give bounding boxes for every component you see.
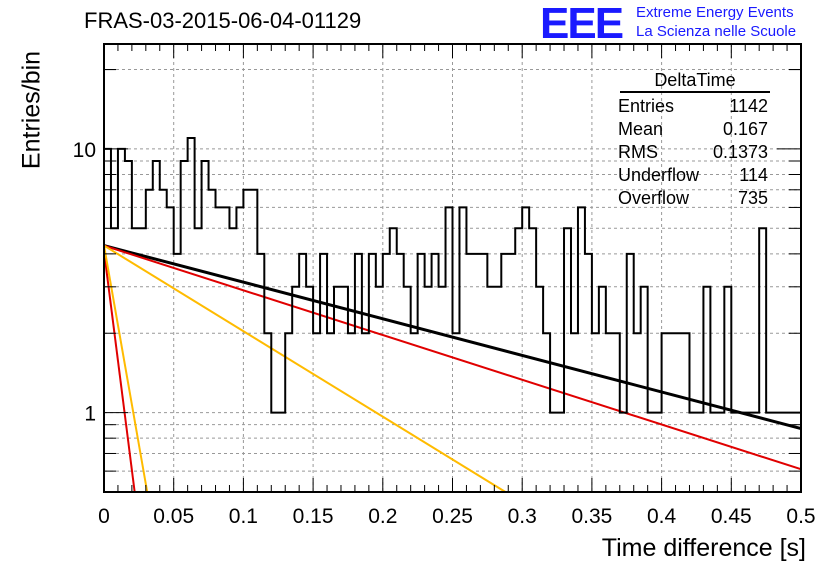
- x-tick-label: 0.35: [571, 505, 612, 528]
- axis-ticks: [103, 44, 802, 493]
- fit-curve-black: [103, 244, 802, 431]
- axis-tick-labels: 0 0.05 0.1 0.15 0.2 0.25 0.3 0.35 0.4 0.45 0.5 1 10: [73, 139, 816, 528]
- x-tick-label: 0.2: [368, 505, 397, 528]
- fit-curve-red-steep: [103, 250, 136, 493]
- stats-row-overflow: Overflow 735: [610, 187, 778, 210]
- logo-line-1: Extreme Energy Events: [636, 4, 794, 21]
- x-tick-label: 0.15: [293, 505, 334, 528]
- stats-label: Overflow: [618, 188, 690, 208]
- x-tick-label: 0.5: [786, 505, 815, 528]
- stats-row-underflow: Underflow 114: [610, 164, 778, 187]
- stats-box: DeltaTime Entries 1142 Mean 0.167 RMS 0.137…: [610, 70, 778, 210]
- stats-value: 735: [737, 188, 768, 208]
- chart-title: FRAS-03-2015-06-04-01129: [84, 8, 362, 33]
- logo-line-2: La Scienza nelle Scuole: [636, 23, 797, 40]
- stats-label: Underflow: [618, 165, 700, 185]
- x-tick-label: 0.1: [229, 505, 258, 528]
- stats-value: 0.1373: [712, 142, 768, 162]
- stats-label: RMS: [618, 142, 658, 162]
- stats-label: Mean: [618, 119, 664, 139]
- fit-curve-red: [103, 244, 802, 471]
- y-axis-label: Entries/bin: [17, 50, 46, 170]
- stats-title: DeltaTime: [620, 70, 770, 93]
- x-tick-label: 0.25: [432, 505, 473, 528]
- stats-row-mean: Mean 0.167: [610, 118, 778, 141]
- fit-curve-orange-steep: [103, 245, 149, 493]
- stats-label: Entries: [618, 96, 675, 116]
- x-tick-label: 0.4: [647, 505, 677, 528]
- fit-curve-orange: [103, 244, 506, 493]
- stats-row-entries: Entries 1142: [610, 95, 778, 118]
- stats-row-rms: RMS 0.1373: [610, 141, 778, 164]
- stats-value: 114: [739, 165, 768, 185]
- x-axis-label: Time difference [s]: [601, 534, 806, 562]
- stats-value: 0.167: [722, 119, 768, 139]
- x-tick-label: 0.05: [153, 505, 194, 528]
- histogram-steps: [104, 137, 801, 414]
- x-tick-label: 0.3: [508, 505, 537, 528]
- x-tick-label: 0: [98, 505, 110, 528]
- y-tick-label: 10: [73, 139, 96, 162]
- eee-logo: EEE: [540, 0, 624, 48]
- y-tick-label: 1: [84, 403, 96, 426]
- x-tick-label: 0.45: [711, 505, 752, 528]
- logo-caption: Extreme Energy Events La Scienza nelle S…: [636, 3, 796, 41]
- stats-value: 1142: [729, 96, 768, 116]
